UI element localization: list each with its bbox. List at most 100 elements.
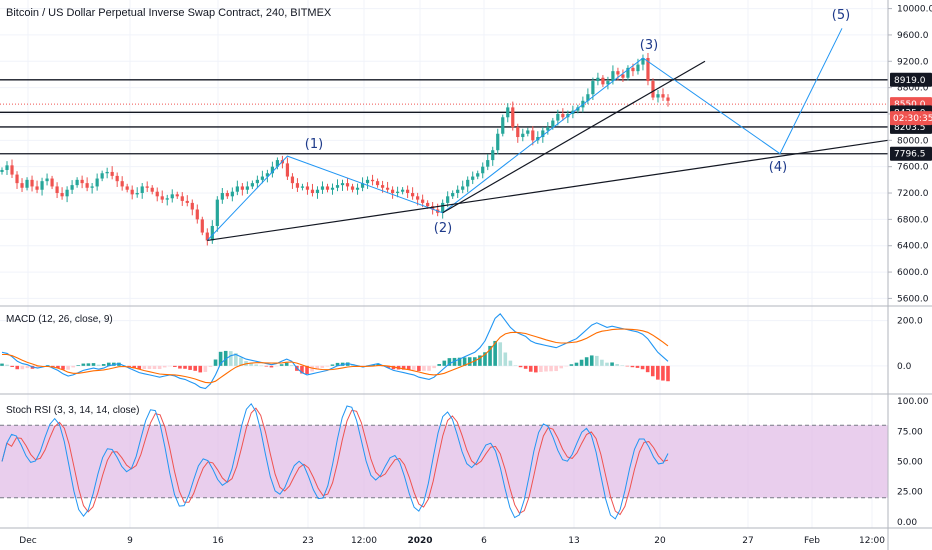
macd-histogram-bar (666, 365, 670, 382)
macd-histogram-bar (335, 362, 340, 366)
candle-body (411, 193, 415, 197)
macd-histogram-bar (645, 365, 650, 373)
macd-histogram-bar (473, 357, 477, 366)
macd-histogram-bar (539, 365, 543, 372)
macd-histogram-bar (81, 363, 86, 366)
macd-histogram-bar (101, 364, 106, 366)
macd-histogram-bar (386, 365, 391, 368)
candle-body (526, 130, 530, 134)
macd-histogram-bar (228, 351, 233, 366)
candle-body (521, 133, 525, 138)
candle-body (70, 185, 74, 190)
candle-body (591, 81, 595, 95)
macd-histogram-bar (142, 365, 147, 370)
macd-histogram-bar (564, 365, 569, 367)
candle-body (55, 186, 59, 194)
stoch-tick-label: 50.00 (897, 458, 923, 468)
macd-histogram-bar (51, 365, 55, 367)
wave-path (206, 28, 843, 241)
time-tick-label: 16 (212, 536, 224, 546)
candle-body (661, 94, 665, 98)
macd-histogram-bar (559, 365, 564, 369)
candle-body (330, 187, 335, 190)
macd-histogram-bar (447, 358, 452, 366)
candle-body (451, 193, 455, 197)
candle-body (60, 193, 64, 197)
candle-body (481, 166, 485, 174)
macd-histogram-bar (132, 365, 136, 369)
candle-body (315, 189, 320, 194)
macd-histogram-bar (5, 364, 9, 366)
candle-body (160, 196, 164, 200)
macd-histogram-bar (417, 365, 421, 372)
macd-histogram-bar (223, 350, 228, 366)
macd-histogram-bar (605, 362, 609, 366)
candle-body (90, 186, 94, 188)
macd-histogram-bar (427, 365, 431, 371)
candle-body (205, 232, 209, 241)
candle-body (30, 179, 34, 187)
candle-body (15, 174, 19, 184)
candle-body (556, 113, 560, 121)
candle-body (626, 67, 630, 78)
candle-body (5, 165, 9, 170)
macd-histogram-bar (188, 365, 192, 370)
candle-body (606, 81, 610, 85)
macd-histogram-bar (640, 365, 645, 370)
macd-histogram-bar (554, 365, 558, 372)
macd-histogram-bar (234, 353, 238, 366)
candle-body (491, 150, 495, 161)
macd-histogram-bar (325, 365, 330, 367)
macd-histogram-bar (137, 365, 142, 370)
macd-title: MACD (12, 26, close, 9) (6, 314, 113, 325)
countdown-label: 02:30:35 (893, 114, 932, 124)
macd-histogram-bar (412, 365, 416, 370)
macd-histogram-bar (595, 355, 599, 366)
macd-histogram-bar (625, 365, 630, 367)
candle-body (385, 187, 390, 190)
price-level-label: 8550.0 (894, 100, 926, 110)
candle-body (25, 179, 29, 188)
candle-body (230, 191, 234, 197)
macd-histogram-bar (106, 362, 111, 366)
candle-body (621, 74, 625, 78)
wave-label: (2) (434, 221, 452, 236)
stoch-rsi-title: Stoch RSI (3, 3, 14, 14, close) (6, 405, 139, 416)
macd-histogram-bar (615, 364, 619, 366)
macd-histogram-bar (467, 357, 472, 366)
candle-body (215, 199, 219, 226)
candle-body (531, 130, 535, 141)
candle-body (516, 127, 520, 138)
macd-histogram-bar (600, 359, 604, 366)
candle-body (245, 186, 249, 190)
macd-histogram-bar (661, 365, 665, 381)
stoch-d-line (1, 407, 669, 516)
price-level-label: 8919.0 (894, 76, 926, 86)
candle-body (75, 179, 79, 186)
macd-histogram-bar (437, 364, 442, 366)
macd-histogram-bar (183, 365, 187, 369)
macd-histogram-bar (620, 365, 625, 366)
candle-body (190, 202, 194, 210)
macd-histogram-bar (650, 365, 655, 377)
macd-histogram-bar (56, 365, 60, 369)
candle-body (95, 178, 99, 187)
candle-body (100, 173, 104, 179)
macd-histogram-bar (213, 359, 218, 366)
candle-body (85, 183, 89, 188)
candle-body (561, 113, 565, 118)
price-tick-label: 7600.0 (897, 163, 929, 173)
candle-body (656, 94, 660, 98)
macd-histogram-bar (35, 365, 40, 369)
candle-body (150, 187, 154, 192)
candle-body (636, 64, 640, 72)
macd-histogram-bar (20, 365, 25, 370)
macd-histogram-bar (534, 365, 538, 373)
candle-body (416, 196, 420, 200)
candle-body (255, 179, 259, 184)
candle-body (105, 171, 109, 174)
time-tick-label: 6 (481, 536, 487, 546)
candle-body (506, 107, 510, 118)
candle-body (125, 186, 129, 190)
